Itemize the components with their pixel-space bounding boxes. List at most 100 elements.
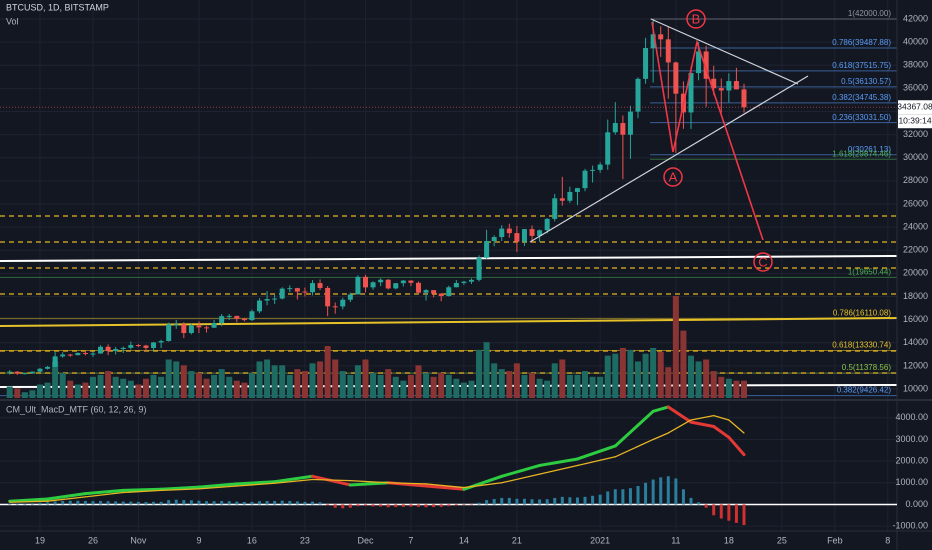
histogram-bar bbox=[121, 501, 125, 505]
histogram-bar bbox=[674, 478, 678, 505]
macd-line bbox=[500, 463, 542, 478]
volume-bar bbox=[59, 372, 66, 398]
histogram-bar bbox=[651, 479, 655, 505]
macd-line bbox=[575, 444, 617, 461]
histogram-bar bbox=[76, 500, 80, 505]
volume-title: Vol bbox=[6, 16, 19, 26]
volume-bar bbox=[264, 359, 271, 398]
histogram-bar bbox=[288, 500, 292, 505]
histogram-bar bbox=[8, 503, 12, 505]
candle-body bbox=[544, 218, 550, 231]
candle-body bbox=[431, 290, 437, 294]
histogram-bar bbox=[220, 500, 224, 505]
volume-bar bbox=[377, 374, 384, 398]
y-tick-label: 22000 bbox=[903, 245, 928, 255]
candle-body bbox=[173, 324, 179, 326]
histogram-bar bbox=[348, 504, 352, 508]
candle-body bbox=[52, 356, 58, 367]
fib-label: 0.786(39487.88) bbox=[832, 38, 891, 47]
candle-body bbox=[355, 276, 361, 295]
histogram-bar bbox=[212, 501, 216, 505]
histogram-bar bbox=[454, 504, 458, 506]
y-tick-label: 2000.00 bbox=[895, 456, 928, 466]
histogram-bar bbox=[409, 504, 413, 507]
histogram-bar bbox=[182, 500, 186, 505]
candle-body bbox=[219, 316, 225, 324]
candle-body bbox=[718, 88, 724, 91]
macd-line bbox=[8, 497, 50, 503]
volume-bar bbox=[740, 380, 747, 398]
volume-bar bbox=[665, 367, 672, 398]
candle-body bbox=[552, 198, 558, 219]
candle-body bbox=[302, 291, 308, 293]
candle-body bbox=[499, 228, 505, 238]
histogram-bar bbox=[114, 501, 118, 505]
macd-line bbox=[83, 488, 125, 496]
y-tick-label: 12000 bbox=[903, 360, 928, 370]
volume-bar bbox=[271, 365, 278, 398]
volume-bar bbox=[672, 296, 679, 398]
y-tick-label: 26000 bbox=[903, 198, 928, 208]
volume-bar bbox=[559, 359, 566, 398]
volume-bar bbox=[551, 363, 558, 398]
macd-line bbox=[613, 409, 655, 448]
fib-label: 1(42000.00) bbox=[848, 9, 891, 18]
histogram-bar bbox=[477, 502, 481, 505]
last-price: 34367.08 bbox=[897, 101, 932, 111]
x-tick-label: 16 bbox=[247, 535, 257, 545]
candle-body bbox=[249, 311, 255, 321]
histogram-bar bbox=[394, 504, 398, 508]
annotation: A bbox=[669, 169, 678, 184]
candles bbox=[7, 19, 747, 375]
candle-body bbox=[574, 188, 580, 192]
candle-body bbox=[726, 81, 732, 91]
volume-bar bbox=[468, 380, 475, 398]
volume-bar bbox=[142, 378, 149, 398]
candle-body bbox=[272, 298, 278, 300]
fib-label: 1.618(29874.46) bbox=[832, 149, 891, 158]
histogram-bar bbox=[38, 502, 42, 505]
candle-body bbox=[733, 81, 739, 90]
candle-body bbox=[446, 287, 452, 297]
candle-body bbox=[408, 280, 414, 283]
volume-bar bbox=[135, 384, 142, 398]
candle-body bbox=[181, 324, 187, 334]
histogram-bar bbox=[727, 504, 731, 521]
signal-line bbox=[9, 500, 49, 503]
volume-bar bbox=[150, 374, 157, 398]
candle-body bbox=[241, 318, 247, 321]
candle-body bbox=[468, 279, 474, 282]
histogram-bar bbox=[53, 501, 57, 505]
histogram-bar bbox=[227, 501, 231, 505]
candle-body bbox=[711, 78, 717, 89]
histogram-bar bbox=[424, 504, 428, 508]
candle-body bbox=[135, 345, 141, 347]
signal-line bbox=[576, 456, 616, 467]
volume-bar bbox=[642, 353, 649, 398]
volume-bar bbox=[619, 347, 626, 398]
x-tick-label: 2021 bbox=[590, 535, 610, 545]
y-tick-label: 36000 bbox=[903, 83, 928, 93]
histogram-bar bbox=[258, 501, 262, 505]
triangle-line bbox=[529, 75, 809, 243]
y-tick-label: 18000 bbox=[903, 291, 928, 301]
y-tick-label: 40000 bbox=[903, 36, 928, 46]
volume-bar bbox=[301, 371, 308, 398]
time-box bbox=[898, 114, 932, 129]
volume-bar bbox=[82, 382, 89, 398]
histogram-bar bbox=[129, 501, 133, 505]
volume-bar bbox=[67, 380, 74, 398]
volume-bar bbox=[294, 369, 301, 398]
candle-body bbox=[105, 346, 111, 352]
histogram-bar bbox=[318, 502, 322, 505]
histogram-bar bbox=[379, 504, 383, 507]
candle-body bbox=[362, 276, 368, 288]
volume-bar bbox=[536, 378, 543, 398]
price-box bbox=[898, 100, 932, 115]
macd-line bbox=[651, 405, 670, 413]
candle-body bbox=[120, 347, 126, 349]
volume-bar bbox=[233, 380, 240, 398]
triangle-line bbox=[650, 18, 799, 85]
candle-body bbox=[506, 228, 512, 234]
volume-bar bbox=[544, 380, 551, 398]
